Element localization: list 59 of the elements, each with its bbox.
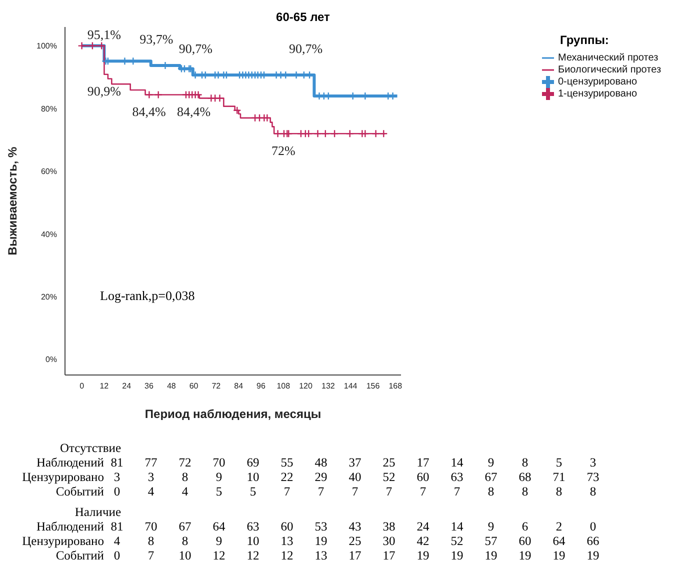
annotation: 72% bbox=[271, 142, 296, 158]
text: Событий 0 4 4 5 5 7 7 7 7 7 7 8 8 8 8 bbox=[56, 484, 596, 498]
point bbox=[321, 129, 330, 138]
x-tick-label: 48 bbox=[166, 382, 176, 391]
point bbox=[216, 94, 224, 102]
annotation: 93,7% bbox=[140, 32, 174, 47]
point bbox=[330, 129, 339, 138]
x-tick-label: 168 bbox=[388, 382, 403, 391]
annotation: Log-rank,p=0,038 bbox=[100, 288, 195, 304]
text: Наблюдений 81 70 67 64 63 60 53 43 38 24 14 9 6 2 0 bbox=[36, 520, 596, 534]
x-tick-label: 60 bbox=[189, 382, 199, 391]
text: Наблюдений 81 77 72 70 69 55 48 37 25 17 14 9 8 5 3 bbox=[36, 456, 596, 470]
y-axis-title: Выживаемость, % bbox=[5, 146, 20, 256]
x-tick-label: 156 bbox=[366, 382, 380, 391]
point bbox=[372, 129, 380, 138]
point bbox=[346, 129, 354, 138]
y-tick-label: 60% bbox=[40, 167, 57, 176]
x-tick-label: 0 bbox=[80, 382, 85, 391]
y-tick-label: 80% bbox=[40, 104, 57, 114]
point bbox=[314, 129, 322, 138]
point bbox=[274, 129, 282, 138]
legend-label: Биологический протез bbox=[558, 64, 662, 76]
text: Цензурировано 3 3 8 9 10 22 29 40 52 60 63 67 68 71 73 bbox=[22, 470, 600, 484]
y-tick-label: 100% bbox=[36, 42, 57, 51]
text: Событий 0 7 10 12 12 12 13 17 17 19 19 19 19 19 19 bbox=[56, 548, 600, 562]
legend-title: Группы: bbox=[560, 33, 609, 47]
y-tick-label: 0% bbox=[45, 355, 57, 364]
x-tick-label: 144 bbox=[344, 382, 358, 391]
point bbox=[145, 90, 154, 99]
text: Отсутствие bbox=[60, 441, 122, 455]
legend-label: Механический протез bbox=[558, 52, 658, 64]
x-tick-label: 84 bbox=[234, 382, 244, 391]
point bbox=[380, 129, 388, 138]
y-tick-label: 40% bbox=[40, 230, 57, 239]
x-tick-label: 72 bbox=[212, 382, 222, 391]
annotation: 90,7% bbox=[178, 40, 213, 56]
point bbox=[97, 42, 106, 50]
annotation: 84,4% bbox=[132, 104, 166, 119]
legend-label: 1-цензурировано bbox=[558, 88, 638, 100]
point bbox=[154, 90, 162, 99]
y-tick-label: 20% bbox=[40, 292, 57, 302]
x-tick-label: 24 bbox=[122, 382, 132, 391]
point bbox=[233, 106, 242, 114]
text: Цензурировано 4 8 8 9 10 13 19 25 30 42 52 57 60 64 66 bbox=[22, 534, 600, 548]
text: Наличие bbox=[74, 505, 122, 519]
x-tick-label: 120 bbox=[299, 382, 314, 391]
annotation: 90,7% bbox=[289, 40, 323, 56]
x-tick-label: 132 bbox=[322, 382, 336, 391]
annotation: 84,4% bbox=[177, 104, 211, 119]
legend-label: 0-цензурировано bbox=[558, 76, 638, 88]
point bbox=[88, 42, 97, 50]
x-tick-label: 12 bbox=[100, 382, 110, 391]
chart-title: 60-65 лет bbox=[275, 10, 331, 24]
annotation: 95,1% bbox=[87, 27, 122, 42]
point bbox=[78, 42, 86, 50]
x-tick-label: 108 bbox=[276, 382, 291, 391]
x-tick-label: 96 bbox=[256, 382, 266, 391]
x-tick-label: 36 bbox=[144, 382, 154, 391]
annotation: 90,9% bbox=[87, 84, 122, 99]
